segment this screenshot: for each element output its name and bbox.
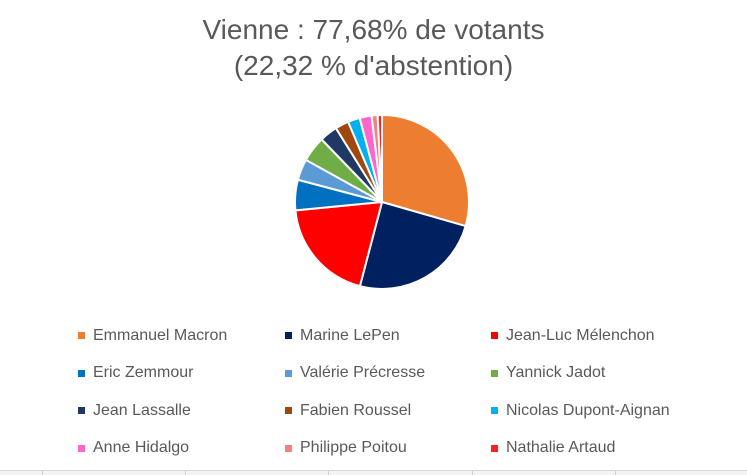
legend-swatch-icon	[491, 332, 498, 340]
legend-swatch-icon	[285, 407, 292, 415]
legend-swatch-icon	[285, 332, 292, 340]
chart-title-line1: Vienne : 77,68% de votants	[202, 14, 545, 45]
chart-title-line2: (22,32 % d'abstention)	[233, 50, 514, 81]
legend-label: Anne Hidalgo	[93, 439, 190, 457]
legend-label: Fabien Roussel	[300, 401, 412, 419]
legend-label: Yannick Jadot	[506, 364, 606, 382]
legend-item-hidalgo: Anne Hidalgo	[78, 439, 285, 457]
legend-label: Jean Lassalle	[93, 401, 191, 419]
legend-item-lassalle: Jean Lassalle	[78, 402, 285, 420]
legend-item-pecresse: Valérie Précresse	[285, 364, 491, 382]
legend-item-macron: Emmanuel Macron	[78, 327, 285, 345]
legend-label: Marine LePen	[300, 326, 400, 344]
legend-item-zemmour: Eric Zemmour	[78, 364, 285, 382]
pie-slice	[381, 113, 470, 228]
pie-slice	[358, 200, 467, 290]
legend-label: Nicolas Dupont-Aignan	[506, 401, 670, 419]
legend-label: Nathalie Artaud	[506, 439, 616, 457]
legend-row: Anne Hidalgo Philippe Poitou Nathalie Ar…	[78, 430, 718, 468]
pie-chart-svg	[294, 113, 470, 290]
legend-label: Philippe Poitou	[300, 439, 407, 457]
legend-swatch-icon	[285, 369, 292, 377]
legend-item-dupont-aignan: Nicolas Dupont-Aignan	[491, 402, 711, 420]
legend-row: Eric Zemmour Valérie Précresse Yannick J…	[78, 355, 718, 393]
legend-item-lepen: Marine LePen	[285, 327, 491, 345]
pie-slice	[376, 113, 383, 203]
legend-item-jadot: Yannick Jadot	[491, 364, 711, 382]
legend-item-poitou: Philippe Poitou	[285, 439, 491, 457]
legend-swatch-icon	[491, 407, 498, 415]
legend-swatch-icon	[285, 444, 292, 452]
legend-item-artaud: Nathalie Artaud	[491, 439, 711, 457]
pie-slice	[294, 200, 384, 288]
chart-legend: Emmanuel Macron Marine LePen Jean-Luc Mé…	[78, 317, 718, 467]
pie-chart	[292, 112, 472, 292]
legend-row: Jean Lassalle Fabien Roussel Nicolas Dup…	[78, 392, 718, 430]
legend-item-roussel: Fabien Roussel	[285, 402, 491, 420]
legend-swatch-icon	[78, 332, 85, 340]
legend-label: Jean-Luc Mélenchon	[506, 326, 655, 344]
legend-row: Emmanuel Macron Marine LePen Jean-Luc Mé…	[78, 317, 718, 355]
spreadsheet-grid-edge	[0, 470, 747, 475]
chart-title: Vienne : 77,68% de votants (22,32 % d'ab…	[0, 12, 747, 84]
legend-label: Emmanuel Macron	[93, 326, 228, 344]
legend-swatch-icon	[78, 369, 85, 377]
legend-swatch-icon	[491, 444, 498, 452]
legend-item-melenchon: Jean-Luc Mélenchon	[491, 327, 711, 345]
legend-swatch-icon	[78, 444, 85, 452]
legend-swatch-icon	[491, 369, 498, 377]
legend-label: Eric Zemmour	[93, 364, 194, 382]
legend-swatch-icon	[78, 407, 85, 415]
legend-label: Valérie Précresse	[300, 364, 426, 382]
